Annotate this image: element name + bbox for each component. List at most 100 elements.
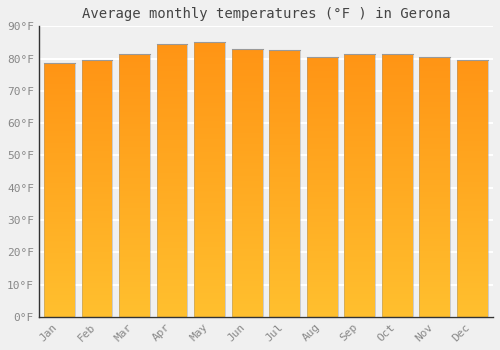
Bar — [82, 151, 112, 153]
Bar — [420, 190, 450, 192]
Bar — [307, 204, 338, 206]
Bar — [307, 218, 338, 220]
Bar — [119, 284, 150, 285]
Bar — [307, 133, 338, 135]
Bar — [44, 265, 75, 266]
Bar — [270, 121, 300, 123]
Bar — [382, 299, 412, 301]
Bar — [344, 105, 375, 106]
Bar — [119, 196, 150, 197]
Bar — [44, 85, 75, 87]
Bar — [82, 141, 112, 142]
Bar — [119, 78, 150, 80]
Bar — [344, 301, 375, 303]
Bar — [119, 122, 150, 124]
Bar — [382, 103, 412, 105]
Bar — [270, 180, 300, 182]
Bar — [420, 247, 450, 249]
Bar — [194, 170, 225, 172]
Bar — [82, 312, 112, 313]
Bar — [270, 193, 300, 194]
Bar — [156, 312, 188, 313]
Bar — [270, 203, 300, 205]
Bar — [270, 233, 300, 235]
Bar — [457, 281, 488, 282]
Bar — [382, 155, 412, 157]
Bar — [119, 155, 150, 157]
Bar — [232, 88, 262, 90]
Bar — [420, 303, 450, 305]
Bar — [232, 69, 262, 70]
Bar — [44, 100, 75, 102]
Bar — [156, 260, 188, 262]
Bar — [307, 287, 338, 289]
Bar — [232, 101, 262, 103]
Bar — [382, 294, 412, 296]
Bar — [82, 139, 112, 141]
Bar — [420, 166, 450, 168]
Bar — [232, 268, 262, 270]
Bar — [194, 141, 225, 143]
Bar — [420, 95, 450, 97]
Bar — [307, 138, 338, 140]
Bar — [194, 55, 225, 57]
Bar — [307, 169, 338, 171]
Bar — [119, 176, 150, 178]
Bar — [119, 68, 150, 70]
Bar — [82, 146, 112, 147]
Bar — [82, 199, 112, 201]
Bar — [44, 246, 75, 247]
Bar — [119, 133, 150, 134]
Bar — [82, 315, 112, 317]
Bar — [156, 293, 188, 295]
Bar — [194, 165, 225, 167]
Bar — [457, 106, 488, 108]
Bar — [307, 140, 338, 142]
Bar — [194, 48, 225, 50]
Bar — [344, 282, 375, 284]
Bar — [270, 214, 300, 216]
Bar — [194, 254, 225, 257]
Bar — [194, 278, 225, 280]
Bar — [82, 124, 112, 125]
Bar — [44, 133, 75, 134]
Bar — [44, 263, 75, 265]
Bar — [307, 275, 338, 277]
Bar — [232, 170, 262, 172]
Bar — [44, 177, 75, 178]
Bar — [82, 226, 112, 228]
Bar — [270, 143, 300, 145]
Bar — [457, 209, 488, 211]
Bar — [457, 255, 488, 257]
Bar — [232, 285, 262, 286]
Bar — [382, 194, 412, 196]
Bar — [382, 148, 412, 150]
Bar — [232, 237, 262, 238]
Bar — [382, 306, 412, 308]
Bar — [457, 76, 488, 77]
Bar — [457, 305, 488, 307]
Bar — [382, 213, 412, 215]
Bar — [232, 204, 262, 206]
Bar — [82, 301, 112, 303]
Bar — [420, 201, 450, 202]
Bar — [44, 293, 75, 295]
Bar — [232, 228, 262, 229]
Bar — [270, 173, 300, 175]
Bar — [82, 93, 112, 94]
Bar — [232, 203, 262, 204]
Bar — [194, 117, 225, 119]
Bar — [119, 285, 150, 287]
Bar — [156, 202, 188, 204]
Bar — [344, 275, 375, 276]
Bar — [232, 267, 262, 268]
Bar — [156, 119, 188, 120]
Bar — [382, 234, 412, 236]
Bar — [270, 292, 300, 294]
Bar — [156, 213, 188, 215]
Bar — [232, 302, 262, 304]
Bar — [344, 256, 375, 257]
Bar — [344, 173, 375, 175]
Bar — [194, 258, 225, 260]
Bar — [82, 216, 112, 218]
